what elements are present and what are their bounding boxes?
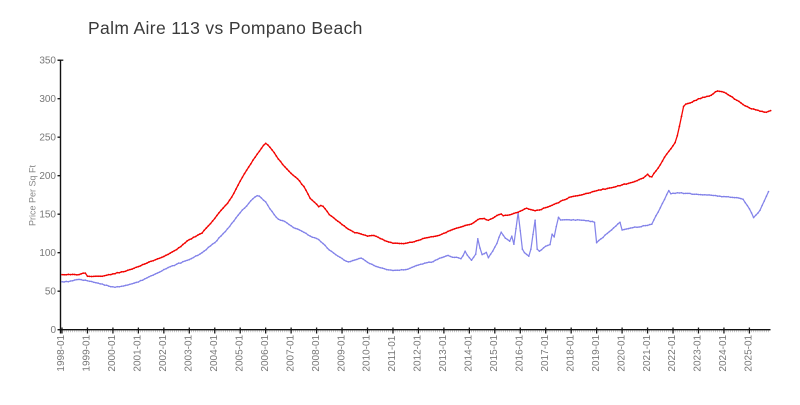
svg-text:2010-01: 2010-01 <box>362 334 373 371</box>
svg-text:2009-01: 2009-01 <box>336 334 347 371</box>
svg-text:2023-01: 2023-01 <box>693 334 704 371</box>
svg-text:2013-01: 2013-01 <box>438 334 449 371</box>
svg-text:2016-01: 2016-01 <box>515 334 526 371</box>
svg-text:Palm Aire 113 vs Pompano Beach: Palm Aire 113 vs Pompano Beach <box>88 18 363 38</box>
svg-text:150: 150 <box>39 210 56 221</box>
svg-text:2011-01: 2011-01 <box>387 335 398 371</box>
svg-text:300: 300 <box>39 94 56 105</box>
svg-text:2007-01: 2007-01 <box>285 334 296 371</box>
svg-text:2003-01: 2003-01 <box>184 334 195 371</box>
svg-text:50: 50 <box>45 287 57 298</box>
svg-text:2024-01: 2024-01 <box>718 334 729 371</box>
svg-text:200: 200 <box>39 171 56 182</box>
svg-text:2006-01: 2006-01 <box>260 334 271 371</box>
svg-text:2008-01: 2008-01 <box>311 334 322 371</box>
svg-text:2000-01: 2000-01 <box>107 334 118 371</box>
svg-text:2001-01: 2001-01 <box>133 334 144 371</box>
svg-text:0: 0 <box>50 325 56 336</box>
svg-text:2017-01: 2017-01 <box>540 334 551 371</box>
svg-text:2018-01: 2018-01 <box>565 334 576 371</box>
svg-text:350: 350 <box>39 56 56 67</box>
svg-text:Price Per Sq Ft: Price Per Sq Ft <box>28 164 38 226</box>
svg-text:2014-01: 2014-01 <box>464 334 475 371</box>
svg-text:1999-01: 1999-01 <box>82 334 93 371</box>
svg-text:2019-01: 2019-01 <box>591 334 602 371</box>
svg-text:1998-01: 1998-01 <box>56 334 67 371</box>
svg-text:2025-01: 2025-01 <box>744 334 755 371</box>
svg-text:2012-01: 2012-01 <box>413 334 424 371</box>
svg-text:2015-01: 2015-01 <box>489 334 500 371</box>
svg-text:2021-01: 2021-01 <box>642 334 653 371</box>
svg-text:250: 250 <box>39 133 56 144</box>
svg-text:2004-01: 2004-01 <box>209 334 220 371</box>
svg-text:2002-01: 2002-01 <box>158 334 169 371</box>
svg-text:2022-01: 2022-01 <box>667 334 678 371</box>
svg-text:2020-01: 2020-01 <box>616 334 627 371</box>
svg-text:100: 100 <box>39 248 56 259</box>
svg-text:2005-01: 2005-01 <box>234 334 245 371</box>
